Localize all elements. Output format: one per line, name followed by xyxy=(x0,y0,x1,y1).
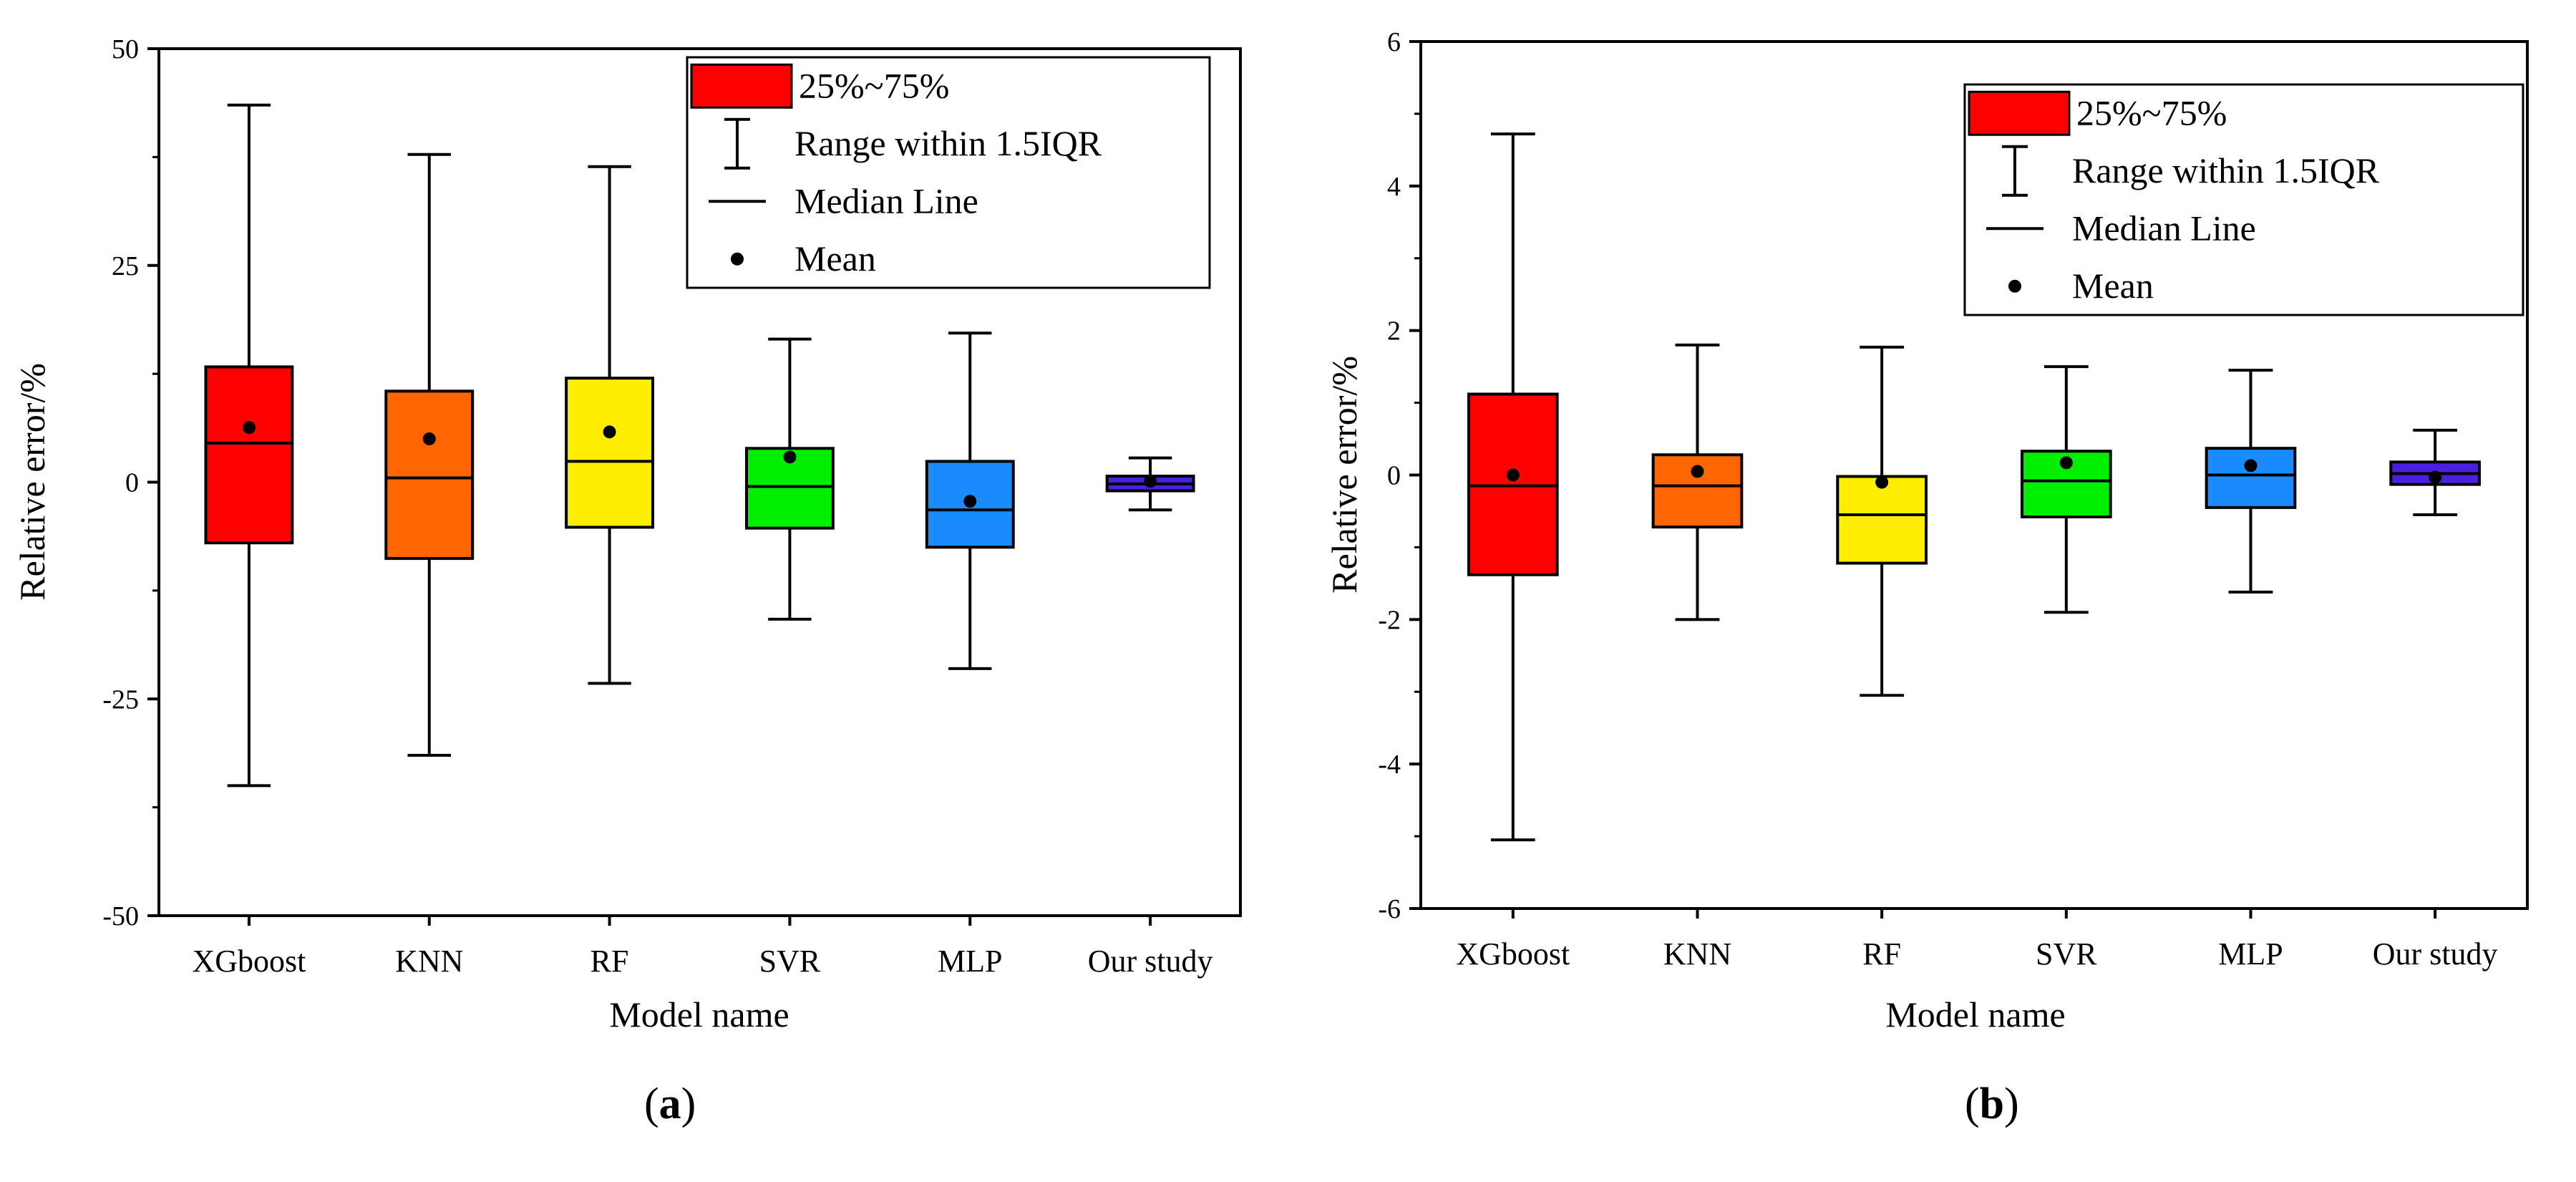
legend-mean-symbol xyxy=(2008,279,2021,293)
y-tick-label: -2 xyxy=(1378,605,1401,635)
mean-marker xyxy=(1144,475,1157,488)
mean-marker xyxy=(2429,470,2442,484)
y-tick-label: 4 xyxy=(1387,172,1401,202)
legend-label-mean: Mean xyxy=(794,238,876,278)
box-our-study xyxy=(2389,428,2482,517)
x-tick-label: KNN xyxy=(395,944,463,979)
legend-label-iqr: 25%~75% xyxy=(2076,92,2227,132)
panel-label-open: ( xyxy=(1965,1080,1980,1128)
panel-label-close: ) xyxy=(2004,1080,2019,1128)
legend-label-range: Range within 1.5IQR xyxy=(2072,150,2380,190)
x-tick-label: SVR xyxy=(2036,936,2097,972)
legend: 25%~75% Range within 1.5IQR Median Line Mea… xyxy=(1963,83,2524,316)
y-tick-label: 0 xyxy=(125,468,139,498)
x-tick-label: SVR xyxy=(759,944,821,979)
mean-marker xyxy=(1691,465,1704,478)
y-tick-label: 25 xyxy=(112,251,139,281)
y-axis-title: Relative error/% xyxy=(1324,356,1364,594)
box-rf xyxy=(565,165,655,685)
x-axis-title: Model name xyxy=(1885,994,2065,1035)
legend: 25%~75% Range within 1.5IQR Median Line Mea… xyxy=(686,56,1211,289)
y-tick-label: -6 xyxy=(1378,894,1401,924)
y-tick-label: -4 xyxy=(1378,750,1401,780)
y-tick-label: 2 xyxy=(1387,316,1401,347)
box-svr xyxy=(2020,365,2112,614)
mean-marker xyxy=(783,450,797,464)
panel-label: (a) xyxy=(644,1080,696,1128)
chart-panel-a: -50 -25 0 25 50 XGboost KNN RF SVR MLP Our study Mo… xyxy=(12,34,1242,1128)
box-xgboost xyxy=(1467,132,1559,842)
mean-marker xyxy=(1506,468,1520,482)
legend-label-median: Median Line xyxy=(2072,208,2256,248)
x-tick-label: RF xyxy=(590,944,629,979)
y-tick-label: -50 xyxy=(102,901,139,931)
legend-swatch xyxy=(1968,90,2071,136)
x-axis-title: Model name xyxy=(609,994,789,1035)
legend-label-mean: Mean xyxy=(2072,266,2154,306)
panel-label-open: ( xyxy=(644,1080,659,1128)
iqr-box xyxy=(565,377,655,529)
y-axis-title: Relative error/% xyxy=(12,363,52,601)
x-tick-label: Our study xyxy=(1088,944,1213,979)
mean-marker xyxy=(2244,459,2257,473)
x-tick-label: MLP xyxy=(938,944,1002,979)
box-mlp xyxy=(925,331,1015,670)
box-svr xyxy=(744,337,835,621)
mean-marker xyxy=(2059,456,2073,470)
iqr-box xyxy=(1467,392,1559,576)
box-knn xyxy=(384,152,475,757)
legend-label-range: Range within 1.5IQR xyxy=(794,123,1102,163)
y-tick-label: 0 xyxy=(1387,461,1401,491)
iqr-box xyxy=(1836,475,1928,565)
x-tick-label: Our study xyxy=(2373,936,2498,972)
iqr-box xyxy=(204,365,294,545)
box-rf xyxy=(1836,345,1928,697)
x-tick-label: XGboost xyxy=(192,944,306,979)
x-tick-label: XGboost xyxy=(1456,936,1570,972)
iqr-box xyxy=(384,389,475,561)
legend-swatch xyxy=(690,63,793,109)
panel-label-letter: a xyxy=(659,1080,681,1128)
panel-label: (b) xyxy=(1965,1080,2019,1128)
mean-marker xyxy=(1875,475,1889,489)
mean-marker xyxy=(963,495,977,508)
box-knn xyxy=(1651,343,1744,621)
legend-mean-symbol xyxy=(731,252,744,266)
chart-panel-b: -6 -4 -2 0 2 4 6 XGboost KNN RF SVR MLP Our study Mod… xyxy=(1324,27,2529,1128)
mean-marker xyxy=(603,425,616,439)
y-tick-label: 50 xyxy=(112,34,139,64)
mean-marker xyxy=(242,421,256,435)
box-xgboost xyxy=(204,103,294,788)
legend-label-median: Median Line xyxy=(794,180,978,221)
x-tick-label: RF xyxy=(1862,936,1901,972)
iqr-box xyxy=(2205,447,2297,509)
box-mlp xyxy=(2205,369,2297,594)
y-tick-label: -25 xyxy=(102,684,139,714)
legend-label-iqr: 25%~75% xyxy=(799,65,949,105)
box-our-study xyxy=(1105,456,1195,512)
x-tick-label: KNN xyxy=(1663,936,1731,972)
panel-label-letter: b xyxy=(1980,1080,2004,1128)
y-tick-label: 6 xyxy=(1387,27,1401,57)
x-tick-label: MLP xyxy=(2218,936,2283,972)
mean-marker xyxy=(422,432,436,445)
panel-label-close: ) xyxy=(681,1080,696,1128)
